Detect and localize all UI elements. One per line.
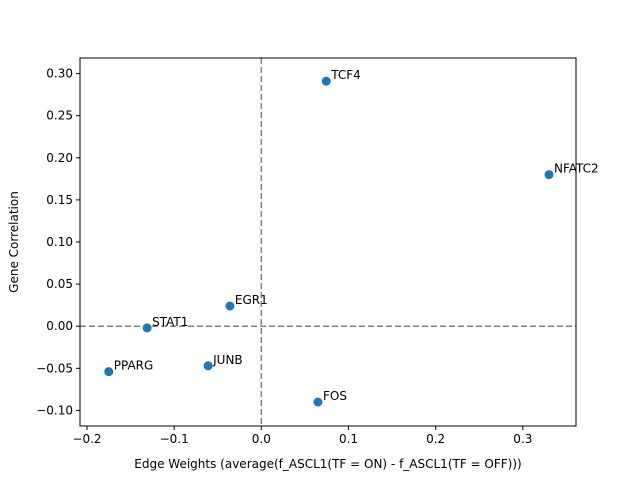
point-label-fos: FOS: [323, 389, 347, 403]
data-point-stat1: [142, 323, 152, 333]
axis-ticks: −0.2 −0.1 0.0 0.1 0.2 0.3 −0.10 −0.05 0.00 0.05 0.…: [36, 67, 532, 446]
y-tick-label: −0.05: [36, 361, 73, 375]
x-tick-label: −0.1: [160, 432, 189, 446]
y-tick-label: 0.00: [46, 319, 73, 333]
point-label-egr1: EGR1: [235, 293, 268, 307]
data-point-nfatc2: [544, 170, 554, 180]
data-point-egr1: [225, 301, 235, 311]
point-label-junb: JUNB: [212, 353, 243, 367]
point-label-pparg: PPARG: [114, 359, 154, 373]
y-tick-label: −0.10: [36, 403, 73, 417]
point-label-tcf4: TCF4: [330, 68, 361, 82]
x-tick-label: 0.3: [513, 432, 532, 446]
y-tick-label: 0.15: [46, 193, 73, 207]
x-tick-label: 0.2: [426, 432, 445, 446]
y-tick-label: 0.25: [46, 109, 73, 123]
y-tick-label: 0.30: [46, 67, 73, 81]
point-label-stat1: STAT1: [152, 315, 188, 329]
x-axis-label: Edge Weights (average(f_ASCL1(TF = ON) -…: [134, 457, 521, 471]
data-point-pparg: [104, 367, 114, 377]
x-tick-label: 0.1: [339, 432, 358, 446]
x-tick-label: 0.0: [252, 432, 271, 446]
y-tick-label: 0.10: [46, 235, 73, 249]
y-tick-label: 0.20: [46, 151, 73, 165]
y-axis-label: Gene Correlation: [7, 191, 21, 293]
data-point-tcf4: [321, 76, 331, 86]
data-point-fos: [313, 397, 323, 407]
data-point-junb: [203, 361, 213, 371]
y-tick-label: 0.05: [46, 277, 73, 291]
x-tick-label: −0.2: [72, 432, 101, 446]
